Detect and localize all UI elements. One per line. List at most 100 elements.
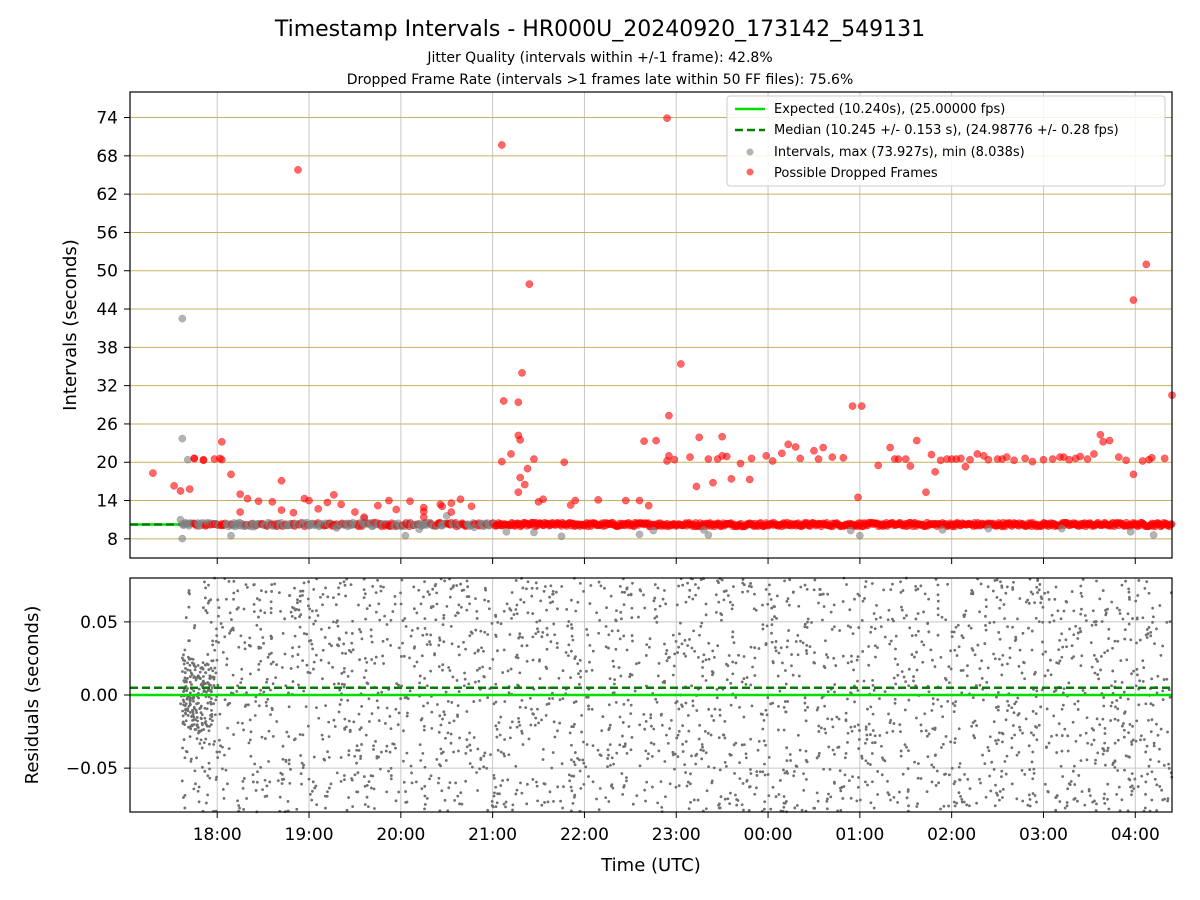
residual-point: [922, 610, 925, 614]
residual-point: [186, 709, 190, 713]
residual-point: [515, 612, 519, 616]
residual-point: [511, 803, 515, 807]
residual-point: [683, 763, 687, 767]
residual-point: [949, 649, 952, 653]
residual-point: [771, 661, 775, 665]
residual-point: [189, 727, 193, 731]
residual-point: [785, 759, 789, 763]
residual-point: [846, 624, 850, 628]
residual-point: [756, 748, 760, 752]
residual-point: [402, 654, 406, 658]
residual-point: [203, 721, 207, 725]
residual-point: [653, 608, 657, 611]
residual-point: [813, 651, 816, 655]
residual-point: [1010, 736, 1014, 740]
legend-dropped-swatch: [746, 168, 754, 176]
residual-point: [914, 588, 918, 592]
residual-point: [374, 740, 377, 743]
dropped-frame-point: [791, 443, 800, 451]
residual-point: [450, 701, 454, 704]
residual-point: [467, 682, 471, 686]
residual-point: [1088, 794, 1092, 797]
residual-point: [462, 640, 465, 644]
residual-point: [295, 607, 298, 611]
residual-point: [255, 623, 259, 627]
residual-point: [745, 779, 749, 782]
residual-point: [668, 782, 672, 786]
residual-point: [701, 666, 704, 669]
residual-point: [714, 593, 718, 597]
residual-point: [196, 675, 200, 679]
residual-point: [1054, 808, 1058, 812]
residual-point: [222, 796, 226, 800]
residual-point: [900, 605, 903, 609]
residual-point: [805, 626, 809, 629]
dropped-frame-point: [886, 443, 895, 452]
residual-point: [885, 731, 889, 735]
residual-point: [1031, 792, 1035, 795]
residual-point: [440, 752, 443, 755]
residual-point: [1041, 652, 1045, 656]
residual-point: [998, 657, 1001, 661]
residual-point: [291, 646, 294, 650]
residual-point: [1096, 659, 1099, 663]
residual-point: [699, 748, 703, 752]
dropped-frame-point: [828, 453, 837, 461]
residual-point: [418, 743, 422, 747]
dropped-frame-point: [1028, 457, 1037, 466]
residual-point: [182, 690, 185, 694]
residual-point: [979, 781, 982, 785]
residual-point: [463, 677, 467, 681]
residual-point: [284, 758, 288, 762]
residual-point: [1004, 718, 1008, 722]
residual-point: [501, 779, 504, 782]
residual-point: [1101, 589, 1105, 592]
residual-point: [694, 583, 697, 586]
residual-point: [869, 801, 873, 805]
residual-point: [197, 800, 201, 804]
residual-point: [676, 733, 680, 737]
residual-point: [497, 721, 501, 725]
residual-point: [206, 793, 210, 797]
residual-point: [187, 704, 191, 708]
residual-point: [405, 714, 409, 718]
residual-point: [798, 748, 802, 752]
residual-point: [1149, 631, 1153, 634]
residual-point: [271, 735, 275, 738]
residual-point: [482, 754, 486, 758]
residual-point: [215, 658, 219, 662]
residual-point: [782, 768, 785, 772]
residual-point: [774, 640, 778, 643]
residual-point: [849, 725, 853, 729]
residual-point: [271, 660, 275, 664]
residual-point: [457, 690, 461, 693]
residual-point: [1101, 717, 1105, 721]
dropped-frame-point: [727, 474, 736, 483]
residual-point: [530, 586, 534, 590]
residual-point: [1071, 720, 1075, 724]
residual-point: [829, 610, 833, 614]
residual-point: [585, 695, 588, 699]
residual-point: [305, 663, 309, 667]
residual-point: [936, 593, 940, 597]
residual-point: [420, 787, 424, 791]
residual-point: [1107, 807, 1111, 811]
residual-point: [652, 727, 656, 731]
residual-point: [1000, 775, 1003, 779]
residual-point: [784, 669, 787, 672]
residual-point: [468, 762, 472, 765]
residual-point: [1084, 619, 1088, 623]
residual-point: [259, 609, 263, 613]
residual-point: [887, 608, 891, 612]
residual-point: [803, 701, 807, 705]
residual-point: [720, 618, 723, 622]
residual-point: [542, 589, 546, 593]
residual-point: [825, 807, 829, 811]
residual-point: [813, 578, 817, 582]
residual-point: [394, 707, 398, 711]
residual-point: [365, 795, 369, 799]
residual-point: [1106, 746, 1110, 750]
residual-point: [704, 602, 708, 606]
residual-point: [1151, 615, 1155, 619]
residual-point: [755, 770, 759, 774]
